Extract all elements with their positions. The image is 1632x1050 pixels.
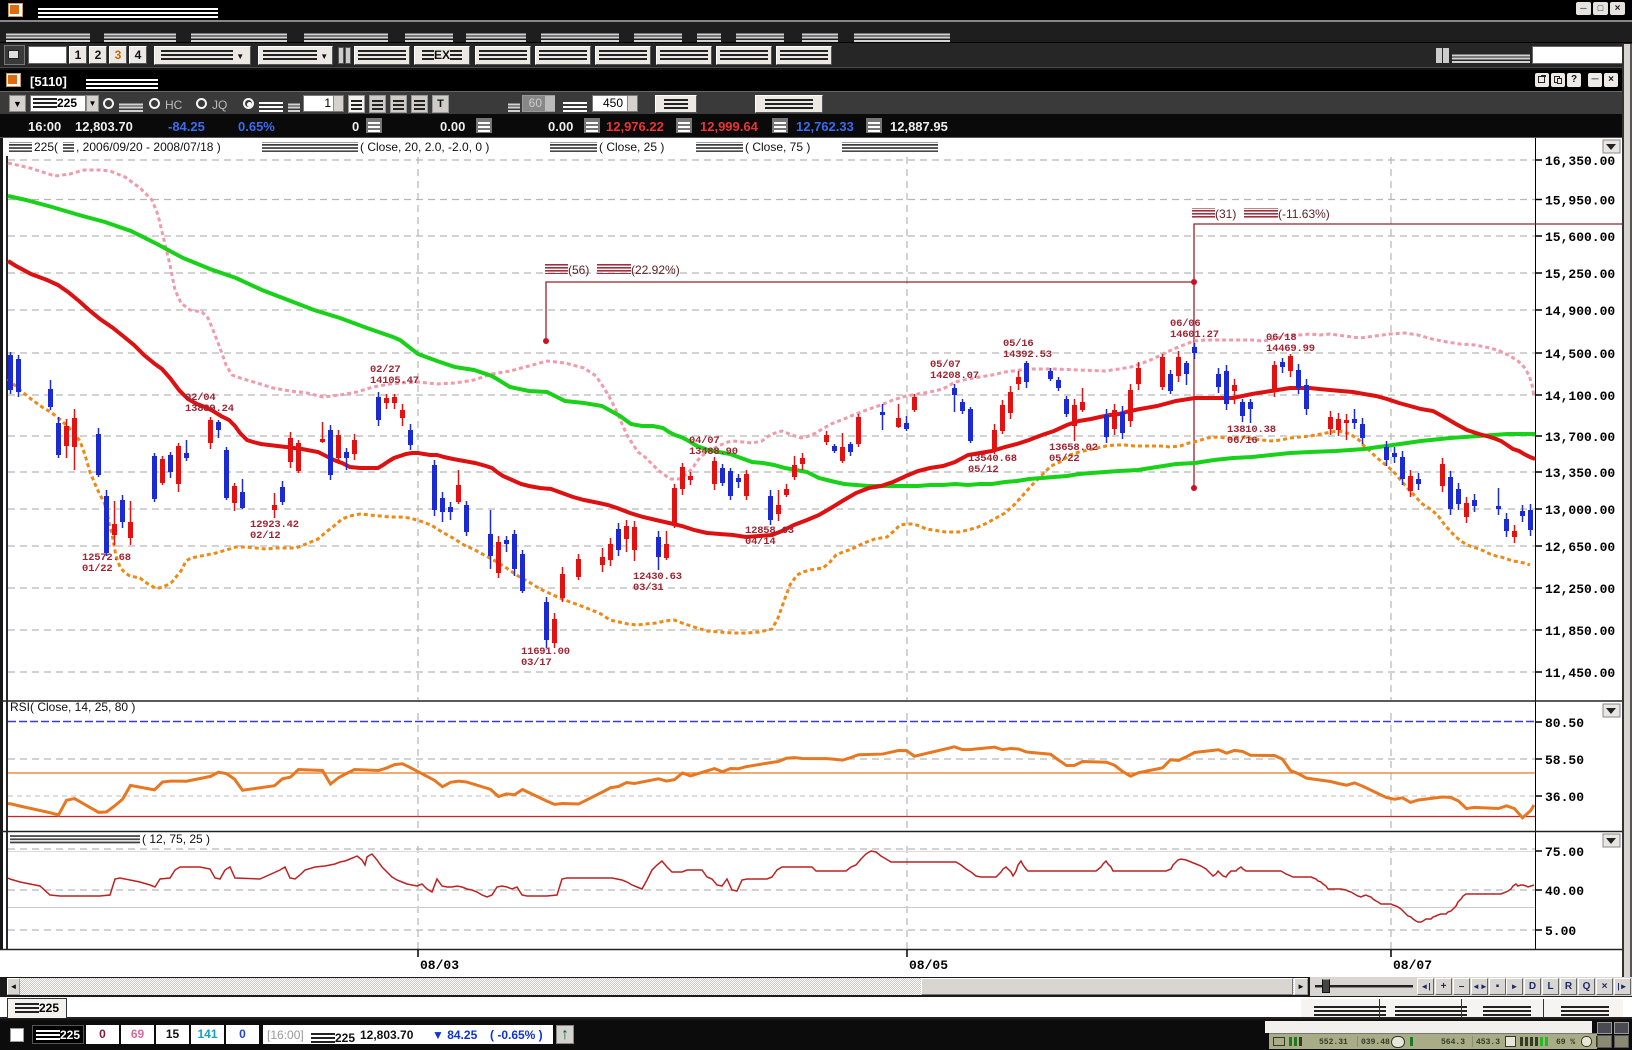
svg-text:14469.99: 14469.99 [1266, 343, 1315, 355]
svg-text:02/27: 02/27 [370, 364, 401, 376]
svg-text:04/07: 04/07 [689, 435, 720, 447]
svg-text:, 2006/09/20 - 2008/07/18 ): , 2006/09/20 - 2008/07/18 ) [76, 140, 221, 154]
svg-text:14105.47: 14105.47 [370, 375, 419, 387]
svg-text:( Close, 75 ): ( Close, 75 ) [745, 140, 810, 154]
svg-text:13658.02: 13658.02 [1049, 442, 1098, 454]
svg-text:04/14: 04/14 [745, 536, 776, 548]
svg-text:( Close, 25 ): ( Close, 25 ) [599, 140, 664, 154]
svg-text:12,250.00: 12,250.00 [1545, 582, 1615, 597]
svg-text:05/12: 05/12 [968, 464, 999, 476]
svg-text:(-11.63%): (-11.63%) [1278, 207, 1330, 221]
svg-text:12572.68: 12572.68 [82, 552, 131, 564]
svg-text:13,350.00: 13,350.00 [1545, 466, 1615, 481]
svg-text:225(: 225( [34, 140, 58, 154]
svg-text:13540.68: 13540.68 [968, 453, 1017, 465]
svg-text:13,000.00: 13,000.00 [1545, 503, 1615, 518]
svg-text:RSI( Close, 14, 25, 80 ): RSI( Close, 14, 25, 80 ) [10, 700, 135, 714]
svg-text:13,700.00: 13,700.00 [1545, 430, 1615, 445]
svg-text:14,100.00: 14,100.00 [1545, 389, 1615, 404]
svg-text:12858.63: 12858.63 [745, 525, 794, 537]
svg-text:14208.07: 14208.07 [930, 370, 979, 382]
svg-text:13488.90: 13488.90 [689, 446, 738, 458]
svg-text:02/04: 02/04 [185, 392, 216, 404]
svg-text:15,600.00: 15,600.00 [1545, 230, 1615, 245]
svg-text:40.00: 40.00 [1545, 884, 1584, 899]
svg-text:06/16: 06/16 [1227, 435, 1258, 447]
svg-text:02/12: 02/12 [250, 530, 281, 542]
svg-text:11,850.00: 11,850.00 [1545, 624, 1615, 639]
svg-text:12430.63: 12430.63 [633, 571, 682, 583]
svg-text:14,500.00: 14,500.00 [1545, 347, 1615, 362]
svg-text:15,250.00: 15,250.00 [1545, 267, 1615, 282]
svg-text:36.00: 36.00 [1545, 790, 1584, 805]
svg-text:75.00: 75.00 [1545, 845, 1584, 860]
svg-text:08/03: 08/03 [420, 958, 459, 973]
svg-text:08/07: 08/07 [1393, 958, 1432, 973]
svg-text:12,650.00: 12,650.00 [1545, 540, 1615, 555]
svg-text:( Close, 20, 2.0, -2.0, 0 ): ( Close, 20, 2.0, -2.0, 0 ) [360, 140, 489, 154]
svg-text:11,450.00: 11,450.00 [1545, 666, 1615, 681]
svg-text:03/17: 03/17 [521, 657, 552, 669]
svg-text:5.00: 5.00 [1545, 924, 1576, 939]
svg-text:(31): (31) [1215, 207, 1236, 221]
svg-text:01/22: 01/22 [82, 563, 113, 575]
svg-text:05/16: 05/16 [1003, 338, 1034, 350]
svg-text:15,950.00: 15,950.00 [1545, 194, 1615, 209]
svg-text:06/06: 06/06 [1170, 318, 1201, 330]
svg-text:(22.92%): (22.92%) [631, 263, 680, 277]
svg-text:05/22: 05/22 [1049, 453, 1080, 465]
svg-text:06/18: 06/18 [1266, 332, 1297, 344]
svg-text:(56): (56) [568, 263, 589, 277]
svg-text:13810.38: 13810.38 [1227, 424, 1276, 436]
svg-text:58.50: 58.50 [1545, 753, 1584, 768]
svg-text:03/31: 03/31 [633, 582, 664, 594]
svg-text:( 12, 75, 25 ): ( 12, 75, 25 ) [142, 832, 210, 846]
svg-text:12923.42: 12923.42 [250, 519, 299, 531]
svg-text:80.50: 80.50 [1545, 716, 1584, 731]
svg-text:14601.27: 14601.27 [1170, 329, 1219, 341]
svg-text:05/07: 05/07 [930, 359, 961, 371]
svg-text:11691.00: 11691.00 [521, 646, 570, 658]
svg-text:16,350.00: 16,350.00 [1545, 154, 1615, 169]
svg-text:14,900.00: 14,900.00 [1545, 304, 1615, 319]
svg-text:08/05: 08/05 [909, 958, 948, 973]
svg-text:13889.24: 13889.24 [185, 403, 234, 415]
svg-text:14392.53: 14392.53 [1003, 349, 1052, 361]
